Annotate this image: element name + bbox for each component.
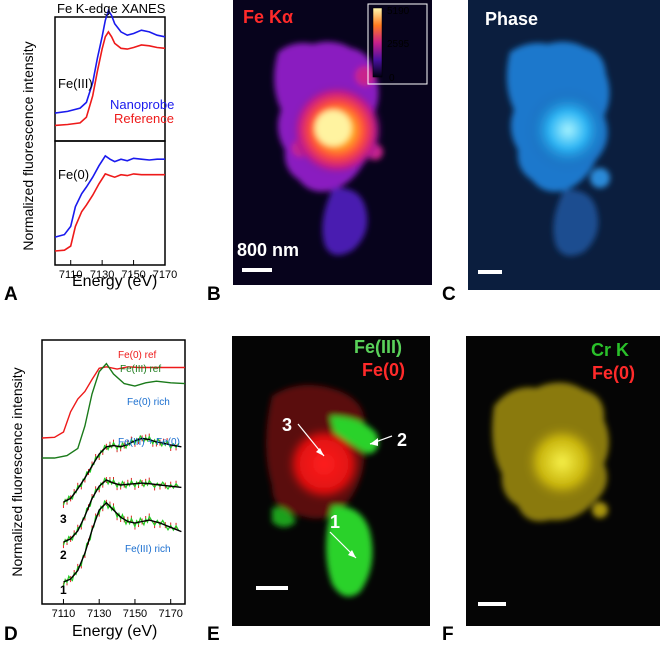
panel-d-xlabel: Energy (eV) xyxy=(72,623,158,640)
label-fe0: Fe(0) xyxy=(58,167,90,182)
plot-a-bottom xyxy=(54,140,166,266)
panel-letter-e: E xyxy=(207,624,220,645)
panel-d-ylabel: Normalized fluorescence intensity xyxy=(9,367,25,577)
fe-speciation-image xyxy=(256,384,393,597)
label-fe3: Fe(III) xyxy=(58,76,93,91)
scale-bar-f xyxy=(478,602,506,606)
lbl-fe0-ref: Fe(0) ref xyxy=(118,350,157,361)
d-series-fit xyxy=(63,479,182,543)
d-xtick-label: 7130 xyxy=(87,608,111,620)
panel-a-title: Fe K-edge XANES xyxy=(57,1,166,16)
colorbar-box xyxy=(367,3,428,85)
panel-b-title: Fe Kα xyxy=(243,7,294,27)
panel-f-title-green: Cr K xyxy=(591,340,630,360)
phase-map xyxy=(468,0,660,290)
lbl-fe3-ref: Fe(III) ref xyxy=(120,364,162,375)
scale-bar-b xyxy=(242,268,272,272)
lbl-mix: Fe(III) + Fe(0) xyxy=(118,437,180,448)
fe-kalpha-image xyxy=(242,3,428,272)
d-series-fit xyxy=(63,437,182,503)
legend-nanoprobe: Nanoprobe xyxy=(110,97,175,112)
a-series-reference xyxy=(54,172,165,252)
colorbar-max: 5190 xyxy=(387,6,410,17)
panel-c-title: Phase xyxy=(485,9,539,29)
e-spot-3: 3 xyxy=(282,415,293,435)
d-series-fit xyxy=(63,501,182,583)
lbl-fe0-rich: Fe(0) rich xyxy=(127,397,170,408)
panel-letter-d: D xyxy=(4,624,18,645)
chart-d: 7110 7130 7150 7170 xyxy=(41,339,186,620)
panel-f-title-red: Fe(0) xyxy=(592,363,636,383)
panel-a-xlabel: Energy (eV) xyxy=(72,273,158,290)
panel-letter-b: B xyxy=(207,284,221,305)
d-spot-1: 1 xyxy=(60,583,67,597)
colorbar-mid: 2595 xyxy=(387,39,410,50)
a-xtick-label: 7110 xyxy=(59,269,83,281)
d-xtick-label: 7110 xyxy=(52,608,76,620)
phase-image xyxy=(478,41,610,274)
cr-k-image xyxy=(478,382,609,606)
a-series-nanoprobe xyxy=(54,8,166,114)
d-spot-2: 2 xyxy=(60,548,67,562)
a-series-nanoprobe xyxy=(54,154,165,238)
colorbar-min: 0 xyxy=(389,73,395,84)
legend-reference: Reference xyxy=(114,111,174,126)
fe-kalpha-map xyxy=(233,0,432,285)
e-spot-1: 1 xyxy=(330,512,341,532)
d-xtick-label: 7150 xyxy=(123,608,147,620)
panel-a-ylabel: Normalized fluorescence intensity xyxy=(20,41,36,251)
a-xtick-label: 7170 xyxy=(153,269,177,281)
panel-e-title-red: Fe(0) xyxy=(362,360,406,380)
d-xtick-label: 7170 xyxy=(158,608,182,620)
scale-text-b: 800 nm xyxy=(237,240,300,260)
plot-d xyxy=(41,339,186,605)
a-xtick-label: 7130 xyxy=(90,269,114,281)
panel-e-title-green: Fe(III) xyxy=(354,337,402,357)
panel-letter-f: F xyxy=(442,624,454,645)
colorbar xyxy=(372,7,383,78)
scale-bar-c xyxy=(478,270,502,274)
cr-k-map xyxy=(466,336,660,626)
scale-bar-e xyxy=(256,586,288,590)
fe-speciation-map xyxy=(232,336,430,626)
d-series-ref xyxy=(42,362,186,459)
lbl-fe3-rich: Fe(III) rich xyxy=(125,544,171,555)
e-spot-2: 2 xyxy=(397,430,408,450)
d-spot-3: 3 xyxy=(60,512,67,526)
a-series-reference xyxy=(54,30,166,127)
panel-letter-a: A xyxy=(4,284,18,305)
panel-letter-c: C xyxy=(442,284,456,305)
chart-a: 7110 7130 7150 7170 xyxy=(54,8,177,281)
a-xtick-label: 7150 xyxy=(121,269,145,281)
